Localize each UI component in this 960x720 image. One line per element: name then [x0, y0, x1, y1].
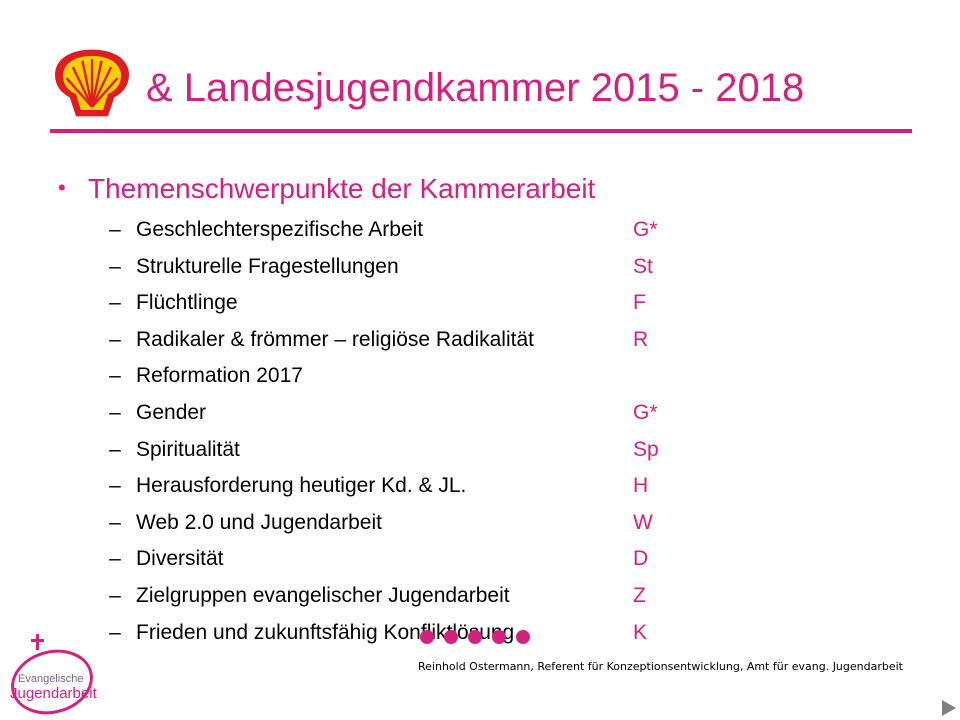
dash-icon: –	[109, 474, 121, 498]
list-item: – Reformation 2017	[100, 362, 720, 399]
dot-icon	[468, 630, 482, 644]
slide-title: & Landesjugendkammer 2015 - 2018	[146, 66, 805, 110]
dash-icon: –	[109, 583, 121, 607]
list-item: – Radikaler & frömmer – religiöse Radikal…	[100, 326, 720, 363]
topic-label: Web 2.0 und Jugendarbeit	[136, 510, 382, 534]
list-item: – Strukturelle Fragestellungen St	[100, 253, 720, 290]
topic-label: Herausforderung heutiger Kd. & JL.	[136, 474, 467, 498]
topic-code: R	[633, 327, 649, 351]
logo-line1: Evangelische	[18, 673, 83, 685]
topic-code: W	[633, 510, 653, 534]
list-item: – Zielgruppen evangelischer Jugendarbeit Z	[100, 582, 720, 619]
topic-label: Gender	[136, 400, 207, 424]
bullet-icon: •	[58, 175, 66, 200]
topic-label: Strukturelle Fragestellungen	[136, 254, 399, 278]
list-item: – Spiritualität Sp	[100, 436, 720, 473]
list-item: – Frieden und zukunftsfähig Konfliktlösun…	[100, 619, 720, 656]
footer-credit: Reinhold Ostermann, Referent für Konzept…	[418, 660, 903, 673]
evangelische-jugendarbeit-logo: Evangelische Jugendarbeit	[10, 634, 98, 715]
topic-label: Spiritualität	[136, 437, 240, 461]
list-item: – Flüchtlinge F	[100, 289, 720, 326]
main-bullet: • Themenschwerpunkte der Kammerarbeit	[58, 173, 595, 205]
dash-icon: –	[109, 364, 121, 388]
topic-label: Flüchtlinge	[136, 291, 238, 315]
topic-code: D	[633, 547, 649, 571]
dot-icon	[420, 630, 434, 644]
dot-icon	[516, 630, 530, 644]
topic-code: Z	[633, 583, 646, 607]
dash-icon: –	[109, 254, 121, 278]
topic-code: K	[633, 620, 648, 644]
topic-code: G*	[633, 218, 658, 241]
list-item: – Geschlechterspezifische Arbeit G*	[100, 216, 720, 253]
dash-icon: –	[109, 218, 121, 241]
topic-code: F	[633, 291, 646, 315]
dash-icon: –	[109, 291, 121, 315]
logo-line2: Jugendarbeit	[10, 685, 98, 702]
dash-icon: –	[109, 547, 121, 571]
dot-icon	[444, 630, 458, 644]
title-divider	[50, 129, 912, 133]
list-item: – Herausforderung heutiger Kd. & JL. H	[100, 472, 720, 509]
topic-label: Geschlechterspezifische Arbeit	[136, 218, 424, 241]
topic-label: Frieden und zukunftsfähig Konfliktlösung	[136, 620, 515, 644]
dash-icon: –	[109, 400, 121, 424]
main-bullet-text: Themenschwerpunkte der Kammerarbeit	[88, 173, 596, 204]
shell-logo-icon	[55, 49, 129, 117]
dash-icon: –	[109, 437, 121, 461]
decorative-dots	[420, 630, 530, 644]
topic-code: Sp	[633, 437, 659, 461]
list-item: – Gender G*	[100, 399, 720, 436]
dash-icon: –	[109, 327, 121, 351]
dash-icon: –	[109, 620, 121, 644]
list-item: – Web 2.0 und Jugendarbeit W	[100, 509, 720, 546]
topic-list: – Geschlechterspezifische Arbeit G* – Struk…	[100, 216, 720, 655]
topic-label: Diversität	[136, 547, 224, 571]
dot-icon	[492, 630, 506, 644]
topic-code: H	[633, 474, 649, 498]
topic-code: G*	[633, 400, 658, 424]
topic-code: St	[633, 254, 653, 278]
dash-icon: –	[109, 510, 121, 534]
topic-label: Zielgruppen evangelischer Jugendarbeit	[136, 583, 510, 607]
list-item: – Diversität D	[100, 545, 720, 582]
topic-label: Reformation 2017	[136, 364, 303, 388]
topic-label: Radikaler & frömmer – religiöse Radikali…	[136, 327, 534, 351]
play-triangle-icon[interactable]	[942, 700, 956, 716]
